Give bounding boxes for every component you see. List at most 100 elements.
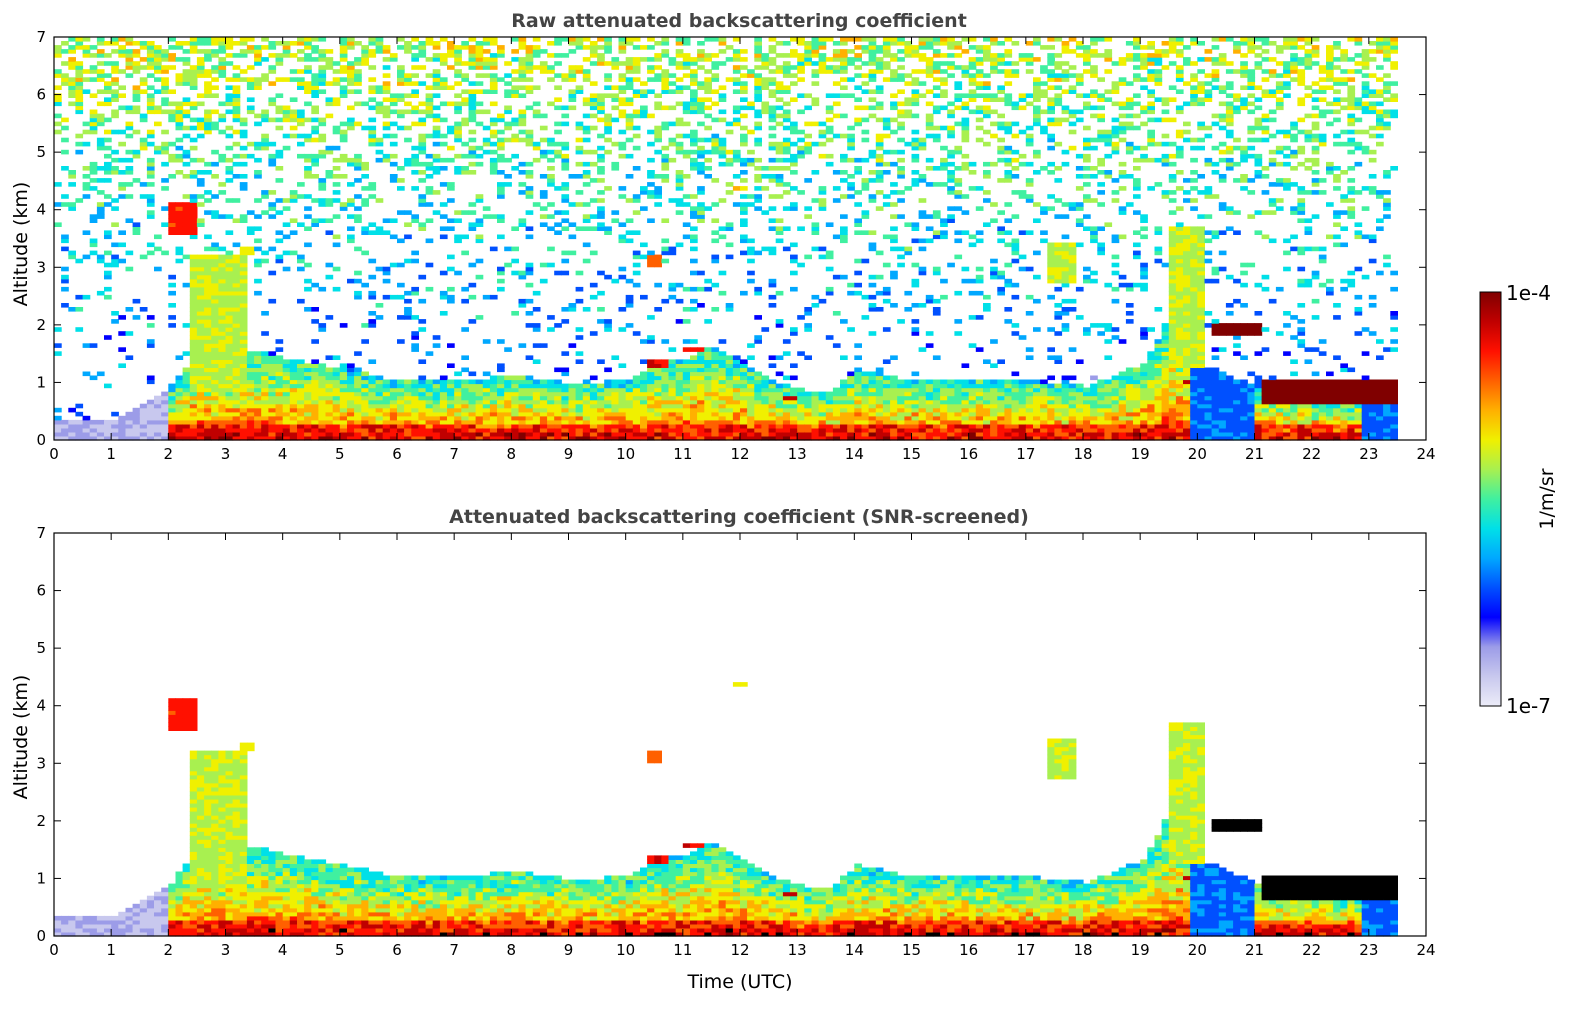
heat-cell	[911, 141, 920, 147]
heat-cell	[347, 407, 355, 413]
heat-cell	[475, 53, 484, 58]
heat-cell	[847, 137, 855, 143]
heat-cell	[239, 266, 248, 272]
heat-cell	[811, 407, 820, 413]
heat-cell	[182, 383, 191, 389]
heat-cell	[697, 407, 705, 413]
heat-cell	[775, 145, 784, 151]
heat-cell	[618, 403, 627, 409]
heat-cell	[732, 65, 741, 70]
heat-cell	[504, 182, 512, 187]
heat-cell	[497, 53, 505, 58]
heat-cell	[647, 182, 655, 187]
heat-cell	[239, 37, 248, 42]
heat-cell	[640, 431, 648, 437]
heat-cell	[68, 174, 76, 179]
heat-cell	[818, 399, 827, 405]
heat-cell	[318, 73, 327, 78]
heat-cell	[461, 431, 469, 437]
heat-cell	[246, 411, 255, 417]
heat-cell	[82, 45, 91, 50]
heat-cell	[511, 153, 519, 159]
heat-cell	[775, 69, 784, 74]
heat-cell	[189, 174, 198, 179]
heat-cell	[718, 423, 727, 429]
heat-cell	[361, 395, 369, 401]
heat-cell	[225, 395, 234, 401]
heat-cell	[840, 407, 848, 413]
heat-cell	[790, 37, 798, 42]
heat-cell	[547, 174, 555, 179]
heat-cell	[618, 41, 627, 46]
heat-cell	[804, 61, 812, 66]
heat-cell	[797, 395, 805, 401]
heat-cell	[782, 206, 791, 211]
heat-cell	[82, 69, 91, 74]
heat-cell	[189, 379, 198, 385]
heat-cell	[875, 137, 884, 143]
heat-cell	[325, 230, 334, 235]
heat-cell	[347, 125, 355, 131]
heat-cell	[411, 109, 419, 115]
heat-cell	[747, 157, 755, 163]
heat-cell	[625, 125, 634, 131]
heat-cell	[911, 129, 920, 135]
heat-cell	[161, 81, 169, 86]
heat-cell	[411, 53, 419, 58]
heat-cell	[654, 262, 662, 268]
heat-cell	[246, 105, 255, 111]
heat-cell	[675, 282, 684, 288]
heat-cell	[504, 347, 512, 352]
heat-cell	[189, 351, 198, 356]
heat-cell	[68, 65, 76, 70]
heat-cell	[618, 49, 627, 54]
heat-cell	[682, 427, 691, 433]
heat-cell	[454, 81, 462, 86]
heat-cell	[604, 415, 612, 421]
heat-cell	[611, 161, 620, 167]
heat-cell	[204, 407, 212, 413]
heat-cell	[904, 415, 913, 421]
heat-cell	[254, 141, 262, 147]
heat-cell	[840, 77, 848, 82]
heat-cell	[904, 81, 913, 86]
heat-cell	[661, 89, 670, 94]
heat-cell	[425, 153, 434, 159]
heat-cell	[318, 371, 327, 377]
heat-cell	[96, 427, 105, 433]
heat-cell	[425, 262, 434, 268]
heat-cell	[232, 101, 241, 107]
heat-cell	[568, 436, 577, 441]
heat-cell	[454, 166, 462, 171]
heat-cell	[104, 431, 112, 437]
heat-cell	[875, 57, 884, 62]
heat-cell	[132, 89, 141, 94]
heat-cell	[482, 427, 491, 433]
heat-cell	[604, 436, 612, 441]
heat-cell	[539, 427, 548, 433]
heat-cell	[518, 113, 527, 119]
heat-cell	[754, 198, 762, 203]
heat-cell	[82, 77, 91, 82]
heat-cell	[911, 157, 920, 163]
heat-cell	[411, 436, 419, 441]
heat-cell	[882, 436, 891, 441]
heat-cell	[375, 315, 384, 320]
heat-cell	[597, 359, 605, 364]
heat-cell	[204, 307, 212, 312]
heat-cell	[161, 423, 169, 429]
heat-cell	[647, 89, 655, 94]
heat-cell	[811, 53, 820, 58]
heat-cell	[718, 371, 727, 377]
heat-cell	[211, 383, 219, 389]
heat-cell	[661, 375, 670, 381]
heat-cell	[261, 210, 269, 215]
heat-cell	[382, 387, 391, 393]
heat-cell	[561, 367, 570, 373]
heat-cell	[311, 153, 319, 159]
heat-cell	[790, 53, 798, 58]
heat-cell	[418, 121, 427, 127]
heat-cell	[554, 431, 562, 437]
heat-cell	[782, 423, 791, 429]
heat-cell	[497, 419, 505, 425]
